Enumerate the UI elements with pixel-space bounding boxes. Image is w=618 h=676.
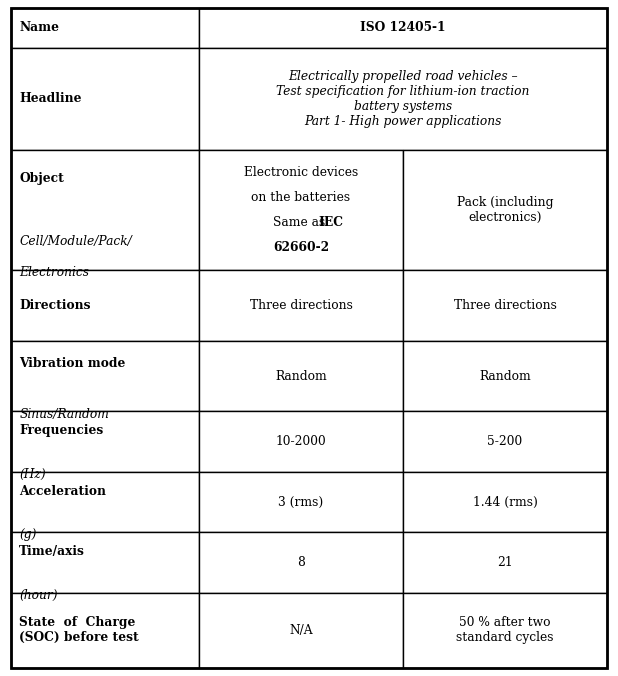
Text: Same as: Same as	[273, 216, 329, 229]
Text: Cell/Module/Pack/: Cell/Module/Pack/	[19, 235, 132, 248]
Bar	[199, 48, 607, 150]
Bar	[11, 270, 199, 341]
Text: State  of  Charge
(SOC) before test: State of Charge (SOC) before test	[19, 617, 139, 644]
Text: Time/axis: Time/axis	[19, 546, 85, 558]
Text: 5-200: 5-200	[488, 435, 523, 448]
Text: Electrically propelled road vehicles –
Test specification for lithium-ion tracti: Electrically propelled road vehicles – T…	[276, 70, 530, 128]
Bar	[11, 412, 199, 472]
Text: Frequencies: Frequencies	[19, 425, 103, 437]
Text: (g): (g)	[19, 528, 36, 541]
Text: (Hz): (Hz)	[19, 468, 46, 481]
Text: 3 (rms): 3 (rms)	[278, 496, 324, 508]
Text: 21: 21	[497, 556, 513, 569]
Text: on the batteries: on the batteries	[252, 191, 350, 203]
Bar	[199, 593, 403, 668]
Bar	[11, 8, 199, 48]
Text: Three directions: Three directions	[250, 299, 352, 312]
Text: 10-2000: 10-2000	[276, 435, 326, 448]
Text: Headline: Headline	[19, 93, 82, 105]
Bar	[11, 48, 199, 150]
Bar	[199, 150, 403, 270]
Bar	[199, 533, 403, 593]
Text: Pack (including
electronics): Pack (including electronics)	[457, 196, 553, 224]
Text: ISO 12405-1: ISO 12405-1	[360, 22, 446, 34]
Text: Directions: Directions	[19, 299, 91, 312]
Text: 8: 8	[297, 556, 305, 569]
Text: Acceleration: Acceleration	[19, 485, 106, 498]
Bar	[403, 270, 607, 341]
Text: Electronic devices: Electronic devices	[244, 166, 358, 178]
Text: Sinus/Random: Sinus/Random	[19, 408, 109, 420]
Text: Electronics: Electronics	[19, 266, 89, 279]
Bar	[11, 593, 199, 668]
Bar	[199, 412, 403, 472]
Text: IEC: IEC	[318, 216, 343, 229]
Text: 62660-2: 62660-2	[273, 241, 329, 254]
Text: Random: Random	[479, 370, 531, 383]
Text: 50 % after two
standard cycles: 50 % after two standard cycles	[456, 617, 554, 644]
Bar	[403, 533, 607, 593]
Text: Object: Object	[19, 172, 64, 185]
Text: Random: Random	[275, 370, 327, 383]
Text: Name: Name	[19, 22, 59, 34]
Bar	[403, 150, 607, 270]
Bar	[403, 341, 607, 412]
Text: 1.44 (rms): 1.44 (rms)	[473, 496, 538, 508]
Bar	[11, 150, 199, 270]
Bar	[11, 341, 199, 412]
Bar	[403, 472, 607, 533]
Text: Three directions: Three directions	[454, 299, 556, 312]
Text: (hour): (hour)	[19, 589, 57, 602]
Bar	[11, 533, 199, 593]
Text: Vibration mode: Vibration mode	[19, 357, 125, 370]
Bar	[199, 472, 403, 533]
Bar	[403, 593, 607, 668]
Text: N/A: N/A	[289, 624, 313, 637]
Bar	[11, 472, 199, 533]
Bar	[403, 412, 607, 472]
Bar	[199, 8, 607, 48]
Bar	[199, 341, 403, 412]
Bar	[199, 270, 403, 341]
